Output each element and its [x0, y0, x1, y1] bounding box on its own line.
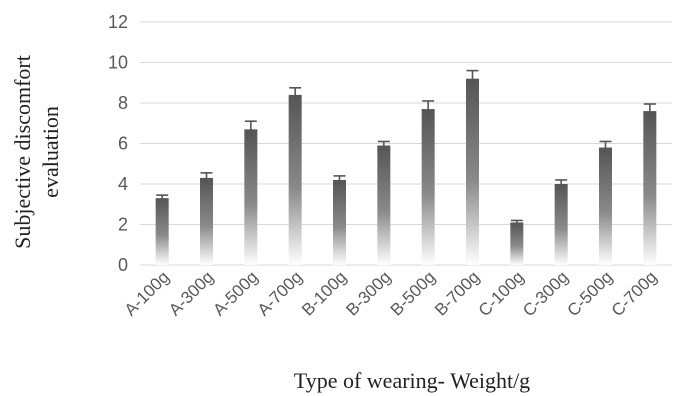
- y-axis-title-line2: evaluation: [38, 106, 63, 198]
- error-bar-B-100g: [333, 175, 346, 184]
- y-tick-label: 2: [118, 215, 128, 235]
- x-tick-label: A-100g: [121, 267, 173, 319]
- bar-B-100g: [333, 179, 346, 265]
- bar-C-300g: [554, 184, 568, 265]
- bar-A-300g: [200, 177, 213, 265]
- bar-C-700g: [643, 111, 657, 265]
- x-axis-ticks: A-100gA-300gA-500gA-700gB-100gB-300gB-50…: [121, 267, 661, 320]
- y-axis-title-line1: Subjective discomfort: [10, 55, 35, 249]
- bar-A-500g: [244, 129, 258, 265]
- error-bar-B-700g: [466, 69, 479, 87]
- error-bar-B-300g: [377, 140, 390, 150]
- error-bar-C-100g: [510, 219, 523, 225]
- x-tick-label: B-100g: [298, 267, 350, 319]
- error-bar-C-500g: [599, 140, 612, 154]
- error-bar-B-500g: [422, 100, 435, 118]
- y-tick-label: 6: [118, 134, 128, 154]
- bar-C-500g: [599, 147, 612, 265]
- x-tick-label: C-700g: [608, 267, 661, 320]
- bar-B-300g: [377, 145, 391, 265]
- bar-B-700g: [466, 78, 479, 265]
- error-bar-A-700g: [289, 87, 302, 102]
- x-tick-label: C-500g: [563, 267, 616, 320]
- x-tick-label: B-300g: [342, 267, 394, 319]
- x-tick-label: C-100g: [475, 267, 528, 320]
- bar-A-100g: [155, 198, 169, 265]
- y-axis-ticks: 0 2 4 6 8 10 12: [108, 12, 128, 275]
- error-bar-A-300g: [200, 172, 213, 183]
- bar-A-700g: [288, 94, 302, 266]
- bar-B-500g: [421, 109, 435, 265]
- error-bar-A-500g: [244, 120, 257, 138]
- x-tick-label: A-700g: [254, 267, 306, 319]
- y-tick-label: 4: [118, 174, 128, 194]
- bars: [155, 69, 657, 266]
- y-tick-label: 10: [108, 53, 128, 73]
- x-tick-label: B-500g: [387, 267, 439, 319]
- x-axis-title: Type of wearing- Weight/g: [294, 368, 530, 393]
- x-tick-label: A-300g: [165, 267, 217, 319]
- error-bar-C-700g: [643, 103, 656, 119]
- bar-C-100g: [510, 222, 524, 265]
- x-tick-label: B-700g: [431, 267, 483, 319]
- gridlines: [140, 21, 672, 266]
- y-tick-label: 8: [118, 93, 128, 113]
- x-tick-label: C-300g: [519, 267, 572, 320]
- y-tick-label: 12: [108, 12, 128, 32]
- x-tick-label: A-500g: [209, 267, 261, 319]
- y-tick-label: 0: [118, 255, 128, 275]
- error-bar-C-300g: [555, 179, 568, 189]
- error-bar-A-100g: [156, 194, 169, 202]
